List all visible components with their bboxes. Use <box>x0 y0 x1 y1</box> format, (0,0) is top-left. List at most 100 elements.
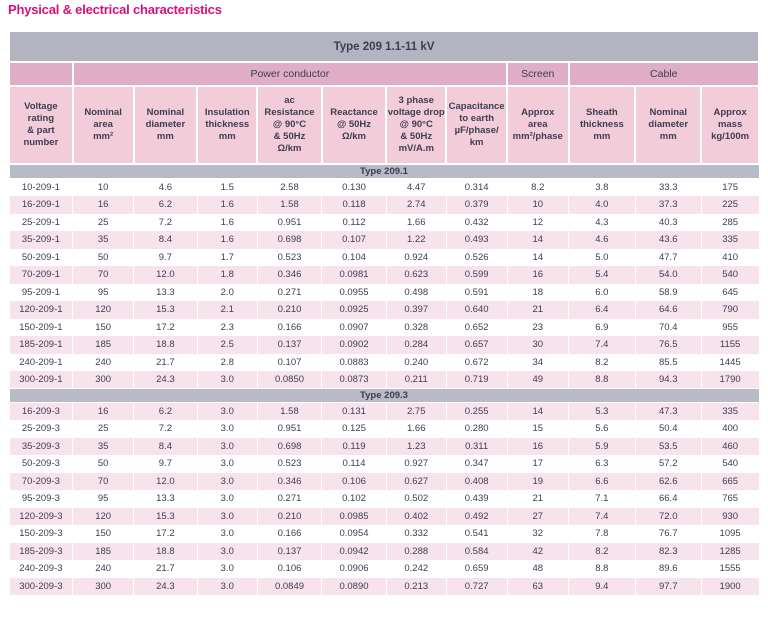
data-cell: 0.498 <box>385 283 447 301</box>
data-cell: 460 <box>700 437 760 455</box>
data-cell: 0.432 <box>445 213 508 231</box>
data-cell: 2.74 <box>385 196 447 214</box>
data-cell: 0.0954 <box>321 525 387 543</box>
data-cell: 3.0 <box>196 542 258 560</box>
data-cell: 4.6 <box>133 178 198 196</box>
data-cell: 0.166 <box>256 525 323 543</box>
data-cell: 16 <box>72 196 134 214</box>
data-cell: 5.4 <box>568 266 636 284</box>
data-cell: 0.951 <box>256 420 323 438</box>
data-cell: 64.6 <box>634 301 702 319</box>
data-cell: 0.0902 <box>321 336 387 354</box>
data-cell: 1.58 <box>256 196 323 214</box>
data-cell: 1790 <box>700 371 760 389</box>
data-cell: 0.719 <box>445 371 508 389</box>
data-cell: 0.0890 <box>321 577 387 595</box>
data-cell: 0.0849 <box>256 577 323 595</box>
data-cell: 120 <box>72 301 134 319</box>
data-cell: 16 <box>506 437 569 455</box>
data-cell: 0.114 <box>321 455 387 473</box>
data-cell: 0.130 <box>321 178 387 196</box>
data-cell: 40.3 <box>634 213 702 231</box>
data-cell: 35 <box>72 231 134 249</box>
data-cell: 66.4 <box>634 490 702 508</box>
data-cell: 42 <box>506 542 569 560</box>
data-cell: 0.137 <box>256 336 323 354</box>
data-cell: 0.102 <box>321 490 387 508</box>
data-cell: 1.22 <box>385 231 447 249</box>
data-cell: 955 <box>700 318 760 336</box>
data-cell: 0.599 <box>445 266 508 284</box>
data-cell: 8.8 <box>568 560 636 578</box>
data-cell: 0.119 <box>321 437 387 455</box>
data-cell: 0.672 <box>445 353 508 371</box>
data-cell: 50.4 <box>634 420 702 438</box>
data-cell: 12.0 <box>133 266 198 284</box>
data-cell: 72.0 <box>634 507 702 525</box>
data-cell: 63 <box>506 577 569 595</box>
data-cell: 0.0873 <box>321 371 387 389</box>
data-cell: 0.280 <box>445 420 508 438</box>
data-cell: 58.9 <box>634 283 702 301</box>
column-header-row: Voltage rating & part number Nominal area… <box>8 85 760 165</box>
data-cell: 95 <box>72 490 134 508</box>
part-number-cell: 16-209-3 <box>8 402 74 420</box>
data-cell: 70 <box>72 266 134 284</box>
data-cell: 4.0 <box>568 196 636 214</box>
data-cell: 0.137 <box>256 542 323 560</box>
part-number-cell: 50-209-3 <box>8 455 74 473</box>
data-cell: 8.8 <box>568 371 636 389</box>
data-cell: 0.927 <box>385 455 447 473</box>
data-cell: 0.0925 <box>321 301 387 319</box>
data-cell: 14 <box>506 402 569 420</box>
data-cell: 1285 <box>700 542 760 560</box>
data-cell: 0.106 <box>256 560 323 578</box>
data-cell: 14 <box>506 231 569 249</box>
data-cell: 6.9 <box>568 318 636 336</box>
group-header-power-conductor: Power conductor <box>71 61 509 87</box>
data-cell: 0.0981 <box>321 266 387 284</box>
data-cell: 0.698 <box>256 231 323 249</box>
data-cell: 3.0 <box>196 560 258 578</box>
data-cell: 410 <box>700 248 760 266</box>
data-cell: 0.242 <box>385 560 447 578</box>
group-header-cable: Cable <box>567 61 760 87</box>
data-cell: 1095 <box>700 525 760 543</box>
table-row: 95-209-3 95 13.3 3.0 0.271 0.102 0.502 0.439 21 7… <box>8 490 760 508</box>
data-cell: 1.5 <box>196 178 258 196</box>
data-cell: 0.104 <box>321 248 387 266</box>
data-cell: 47.3 <box>634 402 702 420</box>
data-cell: 0.0850 <box>256 371 323 389</box>
data-cell: 6.4 <box>568 301 636 319</box>
part-number-cell: 120-209-3 <box>8 507 74 525</box>
cable-characteristics-table: Type 209 1.1-11 kV Power conductor Screen… <box>8 30 760 595</box>
data-cell: 0.584 <box>445 542 508 560</box>
data-cell: 7.8 <box>568 525 636 543</box>
data-cell: 24.3 <box>133 371 198 389</box>
column-header-4: ac Resistance @ 90°C & 50Hz Ω/km <box>256 85 323 165</box>
section-label: Type 209.3 <box>8 388 760 403</box>
page-title: Physical & electrical characteristics <box>8 2 222 17</box>
data-cell: 240 <box>72 353 134 371</box>
table-row: 185-209-1 185 18.8 2.5 0.137 0.0902 0.284 0.657… <box>8 336 760 354</box>
data-cell: 3.0 <box>196 525 258 543</box>
data-cell: 0.106 <box>321 472 387 490</box>
data-cell: 540 <box>700 266 760 284</box>
data-cell: 21 <box>506 490 569 508</box>
data-cell: 0.698 <box>256 437 323 455</box>
section-row: Type 209.1 <box>8 163 760 179</box>
table-row: 95-209-1 95 13.3 2.0 0.271 0.0955 0.498 0.591 18… <box>8 283 760 301</box>
data-cell: 1.58 <box>256 402 323 420</box>
data-cell: 23 <box>506 318 569 336</box>
part-number-cell: 150-209-3 <box>8 525 74 543</box>
data-cell: 150 <box>72 525 134 543</box>
data-cell: 1445 <box>700 353 760 371</box>
data-cell: 0.523 <box>256 248 323 266</box>
data-cell: 7.2 <box>133 213 198 231</box>
part-number-cell: 185-209-3 <box>8 542 74 560</box>
data-cell: 0.347 <box>445 455 508 473</box>
column-header-8: Approx area mm²/phase <box>506 85 570 165</box>
data-cell: 645 <box>700 283 760 301</box>
data-cell: 49 <box>506 371 569 389</box>
data-cell: 2.8 <box>196 353 258 371</box>
